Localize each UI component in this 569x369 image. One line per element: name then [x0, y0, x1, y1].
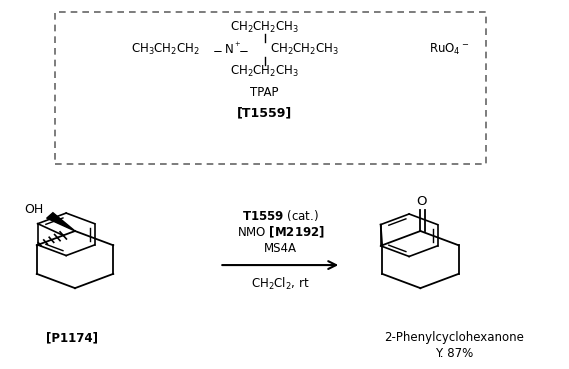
- Text: CH$_2$CH$_2$CH$_3$: CH$_2$CH$_2$CH$_3$: [270, 42, 339, 57]
- Text: OH: OH: [24, 203, 44, 216]
- Text: 2-Phenylcyclohexanone: 2-Phenylcyclohexanone: [385, 331, 524, 344]
- Text: Y. 87%: Y. 87%: [435, 347, 473, 360]
- Text: $^+$: $^+$: [233, 41, 241, 51]
- Text: CH$_2$CH$_2$CH$_3$: CH$_2$CH$_2$CH$_3$: [230, 64, 299, 79]
- Text: $-$: $-$: [212, 43, 223, 56]
- Text: RuO$_4$$^-$: RuO$_4$$^-$: [428, 42, 469, 57]
- Text: N: N: [225, 43, 233, 56]
- Polygon shape: [47, 213, 75, 231]
- Text: CH$_2$CH$_2$CH$_3$: CH$_2$CH$_2$CH$_3$: [230, 20, 299, 35]
- Text: TPAP: TPAP: [250, 86, 279, 99]
- Text: CH$_2$Cl$_2$, rt: CH$_2$Cl$_2$, rt: [251, 276, 310, 292]
- Text: O: O: [417, 195, 427, 208]
- Text: [T1559]: [T1559]: [237, 107, 292, 120]
- Text: $-$: $-$: [238, 43, 249, 56]
- Text: MS4A: MS4A: [264, 242, 297, 255]
- Text: $\mathbf{T1559}$ (cat.): $\mathbf{T1559}$ (cat.): [242, 208, 319, 223]
- Text: NMO $\mathbf{[M2192]}$: NMO $\mathbf{[M2192]}$: [237, 225, 324, 241]
- Text: CH$_3$CH$_2$CH$_2$: CH$_3$CH$_2$CH$_2$: [131, 42, 200, 57]
- Text: [P1174]: [P1174]: [46, 331, 98, 344]
